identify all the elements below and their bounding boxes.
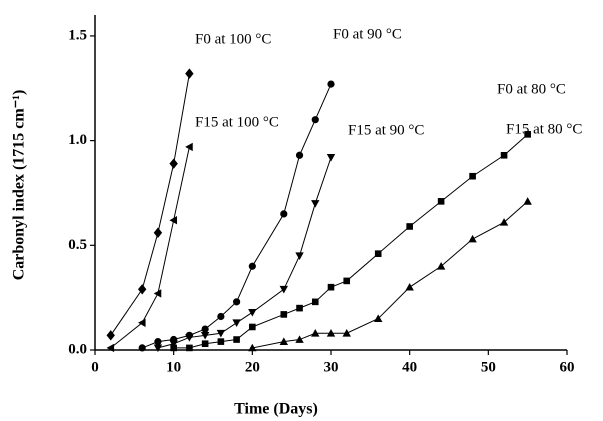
marker: [280, 311, 288, 318]
marker: [327, 283, 335, 291]
marker: [523, 197, 532, 205]
marker: [216, 329, 226, 338]
marker: [153, 289, 162, 298]
marker: [138, 318, 146, 327]
marker: [233, 336, 240, 343]
marker: [406, 223, 413, 230]
marker: [295, 252, 304, 260]
marker: [169, 158, 178, 169]
marker: [170, 344, 177, 352]
marker: [469, 172, 476, 180]
marker: [153, 227, 163, 238]
marker: [169, 340, 178, 348]
marker: [248, 343, 257, 352]
marker: [106, 343, 115, 353]
marker: [153, 344, 163, 353]
marker: [524, 131, 531, 138]
x-tick-label: 40: [402, 359, 417, 375]
marker: [343, 277, 351, 285]
x-tick-label: 50: [481, 359, 496, 375]
marker: [169, 215, 178, 225]
series-label: F0 at 100 °C: [195, 31, 271, 47]
marker: [374, 250, 382, 257]
marker: [311, 200, 320, 208]
marker: [185, 68, 194, 79]
x-tick-label: 10: [166, 359, 181, 375]
marker: [295, 335, 304, 343]
marker: [217, 312, 225, 321]
series-label: F15 at 90 °C: [348, 122, 424, 138]
y-tick-label: 0.5: [68, 237, 87, 253]
marker: [436, 262, 446, 270]
marker: [248, 308, 257, 317]
marker: [468, 234, 477, 243]
marker: [138, 284, 147, 295]
y-tick-label: 1.5: [68, 27, 87, 43]
marker: [201, 340, 209, 348]
y-axis-title: Carbonyl index (1715 cm⁻¹): [11, 90, 28, 281]
marker: [437, 198, 445, 205]
series-line: [252, 200, 528, 349]
series-label: F15 at 100 °C: [195, 114, 279, 130]
y-tick-label: 1.0: [68, 132, 87, 148]
marker: [405, 282, 414, 291]
series-label: F15 at 80 °C: [506, 121, 582, 137]
marker: [154, 338, 162, 346]
x-tick-label: 30: [324, 359, 339, 375]
marker: [311, 116, 319, 124]
y-tick-label: 0.0: [68, 341, 87, 357]
x-tick-label: 60: [560, 359, 575, 375]
marker: [311, 298, 319, 306]
marker: [186, 344, 193, 352]
marker: [296, 304, 303, 312]
marker: [201, 325, 209, 333]
marker: [374, 314, 383, 322]
x-tick-label: 0: [91, 359, 99, 375]
marker: [311, 329, 320, 337]
series-line: [157, 157, 332, 349]
marker: [248, 262, 256, 270]
marker: [200, 331, 210, 340]
x-tick-label: 20: [245, 359, 260, 375]
marker: [326, 329, 336, 337]
marker: [327, 80, 335, 88]
marker: [499, 218, 509, 226]
marker: [279, 337, 288, 345]
marker: [138, 344, 146, 352]
marker: [233, 298, 241, 306]
marker: [217, 338, 225, 345]
marker: [280, 210, 288, 218]
series-line: [110, 73, 190, 336]
series-label: F0 at 90 °C: [333, 26, 402, 42]
series-label: F0 at 80 °C: [497, 81, 566, 97]
x-axis-title: Time (Days): [234, 401, 318, 418]
marker: [295, 151, 304, 159]
marker: [279, 285, 288, 294]
marker: [326, 154, 336, 162]
marker: [249, 323, 256, 331]
marker: [185, 142, 193, 152]
marker: [232, 319, 241, 327]
marker: [342, 329, 351, 337]
marker: [106, 330, 115, 341]
marker: [500, 151, 508, 159]
marker: [185, 334, 194, 342]
